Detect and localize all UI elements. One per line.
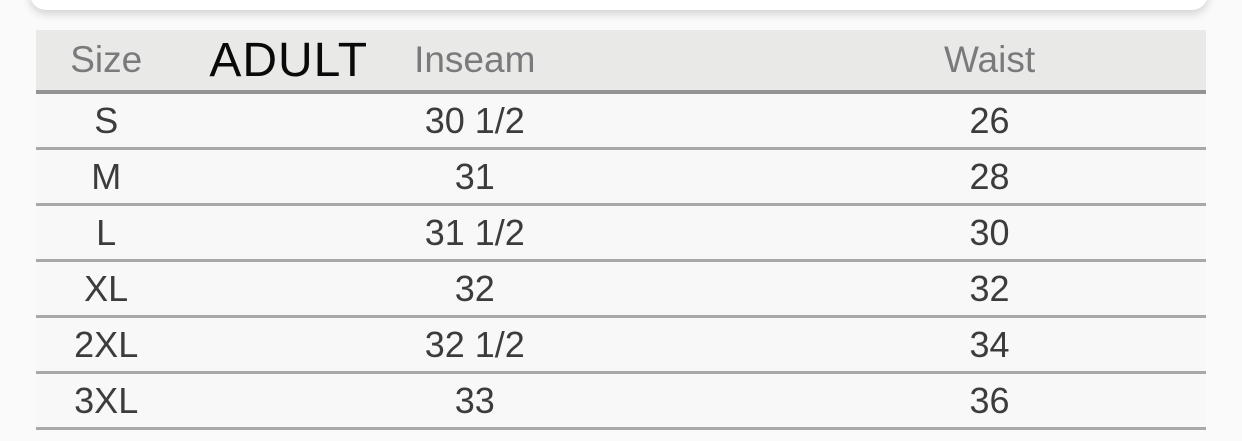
table-row: 2XL 32 1/2 34: [36, 316, 1206, 373]
table-row: M 31 28: [36, 148, 1206, 205]
inseam-cell: 33: [454, 379, 495, 421]
table-row: 3XL 33 36: [36, 372, 1206, 429]
column-header-waist: Waist: [943, 39, 1036, 80]
size-cell: M: [91, 155, 122, 197]
table-row: L 31 1/2 30: [36, 204, 1206, 261]
waist-cell: 32: [969, 267, 1010, 309]
waist-cell: 26: [969, 99, 1010, 141]
column-header-inseam: Inseam: [414, 39, 536, 80]
size-cell: 2XL: [74, 323, 139, 365]
size-cell: L: [96, 211, 117, 253]
inseam-cell: 31: [454, 155, 495, 197]
waist-cell: 36: [969, 379, 1010, 421]
size-cell: XL: [84, 267, 129, 309]
header-row: Size Inseam Waist: [36, 30, 1206, 92]
size-chart-table: Size Inseam Waist S 30 1/2 26 M 31 28 L …: [36, 30, 1206, 430]
size-cell: 3XL: [74, 379, 139, 421]
table-row: XL 32 32: [36, 260, 1206, 317]
inseam-cell: 32 1/2: [424, 323, 525, 365]
inseam-cell: 30 1/2: [424, 99, 525, 141]
waist-cell: 28: [969, 155, 1010, 197]
table-row: S 30 1/2 26: [36, 92, 1206, 149]
waist-cell: 30: [969, 211, 1010, 253]
inseam-cell: 31 1/2: [424, 211, 525, 253]
inseam-cell: 32: [454, 267, 495, 309]
size-chart-container: Size Inseam Waist S 30 1/2 26 M 31 28 L …: [36, 30, 1206, 430]
size-cell: S: [94, 99, 119, 141]
card-bottom-edge: [30, 0, 1208, 10]
column-header-size: Size: [70, 39, 143, 80]
waist-cell: 34: [969, 323, 1010, 365]
